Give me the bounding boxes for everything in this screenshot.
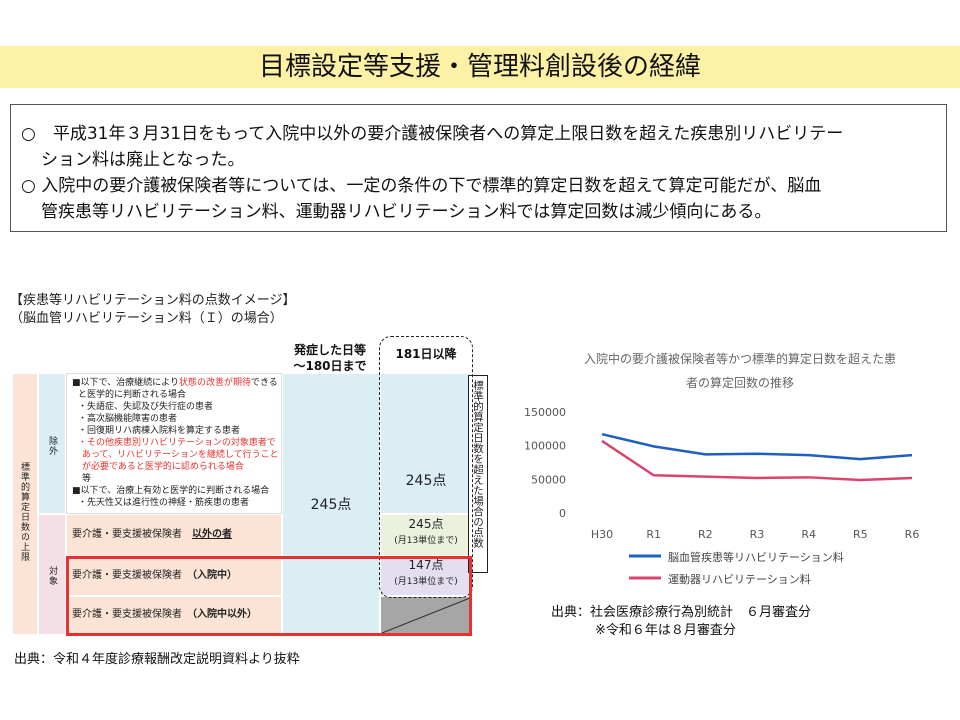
legend-label-motor: 運動器リハビリテーション料 xyxy=(668,573,811,586)
target-cell xyxy=(38,514,66,635)
summary-line-2: ション料は廃止となった。 xyxy=(41,150,245,170)
col-181-outpatient-cell xyxy=(380,596,472,635)
legend-swatches xyxy=(629,554,661,580)
excl-item-7: あって、リハビリテーションを継続して行うこと xyxy=(82,450,279,460)
summary-line-4: 管疾患等リハビリテーション料、運動器リハビリテーション料では算定回数は減少傾向に… xyxy=(41,202,772,222)
excl-item-11: ・先天性又は進行性の神経・筋疾患の患者 xyxy=(78,498,250,508)
exclusion-cell xyxy=(38,373,66,514)
pts-in-181: 147点 xyxy=(408,558,444,572)
row-inpatient-cell xyxy=(66,556,282,596)
chart-source: 出典：社会医療診療行為別統計 ６月審査分 ※令和６年は８月審査分 xyxy=(551,604,811,640)
series-line-1 xyxy=(601,439,913,482)
footer-source: 出典：令和４年度診療報酬改定説明資料より抜粋 xyxy=(14,652,300,667)
pts-other-181-note: (月13単位まで) xyxy=(394,536,458,546)
excl-item-1b: 状態の改善が期待 xyxy=(178,378,251,388)
pts-in-181-note: (月13単位まで) xyxy=(394,577,458,587)
excl-item-1c: できる xyxy=(250,378,278,388)
excl-item-1a: ■以下で、治療継続により xyxy=(72,378,179,388)
highlight-box xyxy=(66,556,472,636)
excl-item-10: ■以下で、治療上有効と医学的に判断される場合 xyxy=(72,486,270,496)
x-tick-label: R1 xyxy=(646,528,661,541)
x-tick-label: R2 xyxy=(698,528,713,541)
legend-label-cerebro: 脳血管疾患等リハビリテーション料 xyxy=(668,551,844,564)
excl-item-1: ■以下で、治療継続により状態の改善が期待できる xyxy=(72,377,278,389)
excl-item-5: ・回復期リハ病棟入院料を算定する患者 xyxy=(78,426,241,436)
series-line-0 xyxy=(601,433,913,461)
line-chart: 150000 100000 50000 0 H30 R1 R2 R3 R4 R5 R6 xyxy=(524,406,920,541)
summary-box: ○ 平成31年３月31日をもって入院中以外の要介護被保険者への算定上限日数を超え… xyxy=(10,104,947,232)
table-label-line-1: 【疾患等リハビリテーション料の点数イメージ】 xyxy=(10,293,296,308)
excl-item-9: 等 xyxy=(82,474,92,484)
col-head-to-180-line2: ～180日まで xyxy=(293,359,367,373)
row-outpatient-label: 要介護・要支援被保険者 （入院中以外） xyxy=(72,609,257,621)
exclusion-items-cell xyxy=(66,373,282,514)
col-head-181-dashed-box xyxy=(379,336,473,598)
row-inpatient-label-a: 要介護・要支援被保険者 xyxy=(72,570,182,581)
excl-item-3: ・失語症、失認及び失行症の患者 xyxy=(78,402,214,412)
chart-title-line1: 入院中の要介護被保険者等かつ標準的算定日数を超えた患 xyxy=(583,352,896,366)
side-col-box xyxy=(468,375,488,573)
col-head-to-180-line1: 発症した日等 xyxy=(293,343,366,357)
col-head-181: 181日以降 xyxy=(395,347,457,361)
x-tick-label: R6 xyxy=(905,528,920,541)
x-tick-label: H30 xyxy=(591,528,613,541)
pts-main: 245点 xyxy=(310,497,352,513)
x-tick-label: R5 xyxy=(853,528,868,541)
summary-line-1: ○ 平成31年３月31日をもって入院中以外の要介護被保険者への算定上限日数を超え… xyxy=(21,124,844,144)
row-other-label-b: 以外の者 xyxy=(192,529,232,540)
x-tick-label: R4 xyxy=(801,528,816,541)
row-outpatient-label-a: 要介護・要支援被保険者 xyxy=(72,609,182,620)
col-181-inpatient-cell xyxy=(380,556,472,596)
row-outpatient-label-b: （入院中以外） xyxy=(192,609,257,620)
excl-item-4: ・高次脳機能障害の患者 xyxy=(78,414,178,424)
side-col-label: 標準的算定日数を超えた場合の点数 xyxy=(472,380,484,548)
abolished-diagonal xyxy=(381,597,471,634)
page-title: 目標設定等支援・管理料創設後の経緯 xyxy=(258,52,701,82)
y-tick-label: 50000 xyxy=(531,473,566,486)
table-label: 【疾患等リハビリテーション料の点数イメージ】 （脳血管リハビリテーション料（Ｉ）… xyxy=(10,292,350,328)
row-inpatient-label: 要介護・要支援被保険者 （入院中） xyxy=(72,570,237,582)
row-other-label: 要介護・要支援被保険者 以外の者 xyxy=(72,529,232,541)
row-group-label: 標準的算定日数の上限 xyxy=(19,462,29,562)
target-label: 対象 xyxy=(47,566,57,586)
chart-title-line2: 者の算定回数の推移 xyxy=(685,376,794,390)
pts-excl-181: 245点 xyxy=(405,473,447,489)
y-tick-label: 150000 xyxy=(524,406,566,419)
chart-source-line2: ※令和６年は８月審査分 xyxy=(595,623,736,638)
row-other-label-a: 要介護・要支援被保険者 xyxy=(72,529,182,540)
summary-line-3: ○ 入院中の要介護被保険者等については、一定の条件の下で標準的算定日数を超えて算… xyxy=(21,176,822,196)
row-outpatient-cell xyxy=(66,596,282,635)
col-head-to-180: 発症した日等 ～180日まで xyxy=(282,342,378,374)
exclusion-label: 除外 xyxy=(47,436,57,456)
y-tick-label: 0 xyxy=(559,507,566,520)
excl-item-6: ・その他疾患別リハビリテーションの対象患者で xyxy=(78,438,276,448)
row-group-cell xyxy=(12,373,38,635)
title-bar xyxy=(0,46,960,88)
col-to-180-cell xyxy=(282,373,380,635)
row-inpatient-label-b: （入院中） xyxy=(192,570,237,581)
excl-item-8: が必要であると医学的に認められる場合 xyxy=(82,462,244,472)
col-181-excl-cell xyxy=(380,373,472,514)
table-label-line-2: （脳血管リハビリテーション料（Ｉ）の場合） xyxy=(10,311,283,326)
chart-source-line1: 出典：社会医療診療行為別統計 ６月審査分 xyxy=(551,605,812,620)
pts-other-181: 245点 xyxy=(408,517,444,531)
x-tick-label: R3 xyxy=(750,528,765,541)
col-181-other-cell xyxy=(380,514,472,556)
row-other-cell xyxy=(66,514,282,556)
y-tick-label: 100000 xyxy=(524,440,566,453)
excl-item-2: と医学的に判断される場合 xyxy=(78,390,187,400)
